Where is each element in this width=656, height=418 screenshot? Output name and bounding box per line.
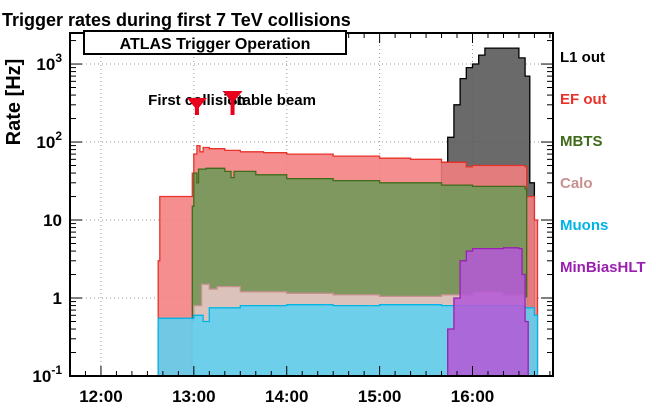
x-tick-label: 12:00 [79, 387, 122, 406]
y-tick-label: 10 [43, 211, 62, 230]
legend-entry-2: MBTS [560, 133, 603, 150]
annotation-arrow-head-1 [222, 91, 243, 103]
y-tick-label: 1 [53, 289, 62, 308]
subtitle-box: ATLAS Trigger Operation [83, 30, 347, 55]
legend-entry-5: MinBiasHLT [560, 259, 646, 276]
y-tick-exponent: 2 [55, 129, 62, 143]
series-area-5 [441, 247, 529, 377]
annotation-arrow-head-0 [186, 98, 207, 110]
legend-entry-4: Muons [560, 217, 608, 234]
chart-title: Trigger rates during first 7 TeV collisi… [2, 10, 351, 30]
legend-entry-3: Calo [560, 175, 593, 192]
subtitle: ATLAS Trigger Operation [120, 36, 311, 53]
y-tick-base: 10 [36, 133, 55, 152]
x-tick-label: 13:00 [172, 387, 215, 406]
y-axis-label: Rate [Hz] [3, 59, 25, 146]
y-tick-label: 10-1 [32, 363, 62, 386]
annotation-label-1: Stable beam [228, 92, 316, 109]
x-tick-label: 16:00 [451, 387, 494, 406]
legend-entry-1: EF out [560, 91, 607, 108]
x-tick-label: 14:00 [265, 387, 308, 406]
y-tick-label: 103 [36, 51, 62, 74]
x-tick-label: 15:00 [358, 387, 401, 406]
series-area-4 [156, 304, 539, 377]
y-tick-exponent: -1 [51, 363, 62, 377]
y-tick-base: 10 [36, 55, 55, 74]
y-tick-base: 10 [32, 367, 51, 386]
legend-entry-0: L1 out [560, 49, 605, 66]
y-tick-exponent: 3 [55, 51, 62, 65]
y-tick-label: 102 [36, 129, 62, 152]
